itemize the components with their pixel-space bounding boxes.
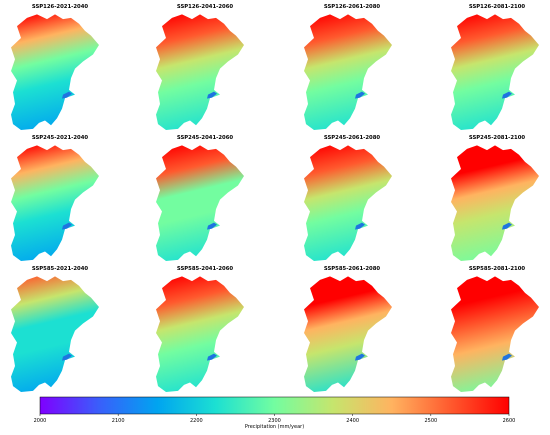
panel-title: SSP245-2081-2100 [469, 135, 526, 141]
lake-feature [355, 91, 365, 99]
panel-title: SSP585-2041-2060 [177, 266, 234, 272]
map-panel: SSP245-2061-2080 [304, 135, 393, 261]
lake-feature [62, 91, 72, 99]
precipitation-map [304, 14, 393, 130]
lake-feature [502, 353, 512, 361]
panel-title: SSP585-2021-2040 [32, 266, 89, 272]
colorbar-ticks: 2000 2100 2200 2300 2400 2500 2600 [34, 414, 516, 424]
lake-feature [502, 91, 512, 99]
lake-feature [62, 353, 72, 361]
panel-title: SSP126-2081-2100 [469, 4, 526, 10]
panel-title: SSP126-2041-2060 [177, 4, 234, 10]
colorbar: 2000 2100 2200 2300 2400 2500 2600 Precipitati… [34, 396, 516, 430]
precipitation-map [304, 145, 393, 261]
precipitation-map [451, 276, 540, 392]
precipitation-map [451, 14, 540, 130]
precipitation-map [11, 276, 100, 392]
map-panel: SSP585-2061-2080 [304, 266, 393, 392]
colorbar-bar [39, 396, 510, 415]
map-panel: SSP245-2081-2100 [451, 135, 540, 261]
colorbar-tick-label: 2400 [346, 418, 359, 424]
panel-title: SSP126-2061-2080 [324, 4, 381, 10]
lake-feature [207, 222, 217, 230]
colorbar-label: Precipitation (mm/year) [245, 424, 304, 430]
precipitation-map [451, 145, 540, 261]
colorbar-tick-label: 2000 [34, 418, 47, 424]
map-panel: SSP126-2061-2080 [304, 4, 393, 130]
panel-title: SSP126-2021-2040 [32, 4, 89, 10]
colorbar-tick-label: 2500 [424, 418, 437, 424]
panel-title: SSP585-2061-2080 [324, 266, 381, 272]
panel-title: SSP245-2061-2080 [324, 135, 381, 141]
map-panel: SSP585-2041-2060 [156, 266, 245, 392]
map-panel: SSP126-2081-2100 [451, 4, 540, 130]
precipitation-map [304, 276, 393, 392]
panel-title: SSP245-2041-2060 [177, 135, 234, 141]
lake-feature [355, 222, 365, 230]
precipitation-map [156, 145, 245, 261]
lake-feature [355, 353, 365, 361]
map-panel: SSP585-2021-2040 [11, 266, 100, 392]
map-panel: SSP245-2021-2040 [11, 135, 100, 261]
panel-title: SSP585-2081-2100 [469, 266, 526, 272]
map-panel: SSP585-2081-2100 [451, 266, 540, 392]
colorbar-tick-label: 2600 [503, 418, 516, 424]
lake-feature [207, 353, 217, 361]
lake-feature [62, 222, 72, 230]
panel-title: SSP245-2021-2040 [32, 135, 89, 141]
map-panel: SSP126-2021-2040 [11, 4, 100, 130]
lake-feature [502, 222, 512, 230]
colorbar-tick-label: 2300 [268, 418, 281, 424]
map-panel: SSP245-2041-2060 [156, 135, 245, 261]
map-panels: SSP126-2021-2040 SSP126-2041-2060 SSP126-2… [11, 4, 540, 392]
colorbar-tick-label: 2100 [112, 418, 125, 424]
precipitation-map [156, 276, 245, 392]
precipitation-map [156, 14, 245, 130]
lake-feature [207, 91, 217, 99]
precipitation-map [11, 14, 100, 130]
precipitation-map [11, 145, 100, 261]
colorbar-tick-label: 2200 [190, 418, 203, 424]
map-panel: SSP126-2041-2060 [156, 4, 245, 130]
